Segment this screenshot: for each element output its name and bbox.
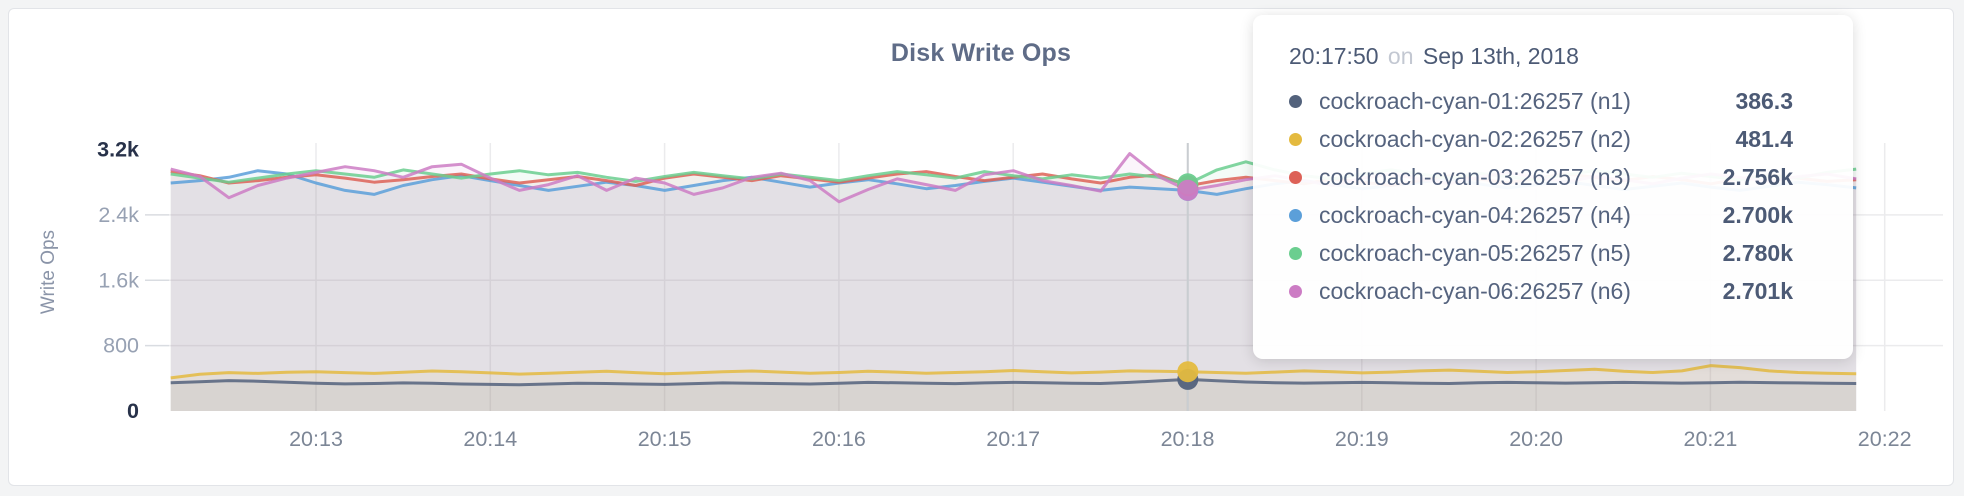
x-tick-label: 20:22 [1858, 427, 1912, 451]
chart-card: Disk Write Ops Write Ops 20:13 20:14 20:15… [8, 8, 1954, 486]
series-color-dot [1289, 246, 1302, 260]
x-tick-label: 20:16 [812, 427, 866, 451]
tooltip-series-value: 2.701k [1722, 277, 1793, 304]
series-color-dot [1289, 284, 1302, 298]
tooltip-series-label: cockroach-cyan-05:26257 (n5) [1319, 239, 1631, 266]
y-tick-label: 1.6k [98, 268, 139, 292]
series-color-dot [1289, 132, 1302, 146]
y-tick-label: 0 [127, 399, 139, 423]
x-tick-label: 20:21 [1683, 427, 1737, 451]
series-line [170, 377, 1857, 387]
tooltip-series-label: cockroach-cyan-01:26257 (n1) [1319, 87, 1631, 114]
tooltip-series-label: cockroach-cyan-02:26257 (n2) [1319, 125, 1631, 152]
tooltip-series-row: cockroach-cyan-06:26257 (n6) 2.701k [1287, 272, 1819, 310]
y-tick-label: 3.2k [97, 138, 139, 162]
tooltip-series-row: cockroach-cyan-01:26257 (n1) 386.3 [1287, 82, 1819, 120]
series-area [170, 365, 1857, 411]
series-color-dot [1289, 208, 1302, 222]
tooltip-rows: cockroach-cyan-01:26257 (n1) 386.3 cockroa… [1287, 82, 1819, 310]
series-line [170, 364, 1857, 380]
hover-dots [1177, 173, 1199, 390]
series-color-dot [1289, 94, 1302, 108]
x-tick-label: 20:19 [1335, 427, 1389, 451]
tooltip-series-label: cockroach-cyan-03:26257 (n3) [1319, 163, 1631, 190]
y-axis-labels: 0 800 1.6k 2.4k 3.2k [97, 138, 139, 424]
y-tick-label: 2.4k [98, 203, 139, 227]
x-tick-label: 20:17 [986, 427, 1040, 451]
hover-dot [1177, 179, 1199, 201]
hover-tooltip: 20:17:50 on Sep 13th, 2018 cockroach-cya… [1253, 15, 1853, 359]
tooltip-series-value: 2.756k [1722, 163, 1793, 190]
x-tick-label: 20:18 [1161, 427, 1215, 451]
tooltip-series-value: 2.700k [1722, 201, 1793, 228]
tooltip-series-value: 386.3 [1735, 87, 1793, 114]
series-color-dot [1289, 170, 1302, 184]
x-axis-labels: 20:13 20:14 20:15 20:16 20:17 20:18 20:19 20:20… [289, 427, 1912, 451]
x-tick-label: 20:15 [638, 427, 692, 451]
tooltip-series-row: cockroach-cyan-05:26257 (n5) 2.780k [1287, 234, 1819, 272]
chart-title: Disk Write Ops [890, 39, 1072, 67]
tooltip-series-value: 481.4 [1735, 125, 1793, 152]
tooltip-time: 20:17:50 [1289, 43, 1379, 69]
tooltip-series-label: cockroach-cyan-04:26257 (n4) [1319, 201, 1631, 228]
tooltip-series-row: cockroach-cyan-03:26257 (n3) 2.756k [1287, 158, 1819, 196]
x-tick-label: 20:20 [1509, 427, 1563, 451]
y-tick-label: 800 [103, 334, 139, 358]
x-tick-label: 20:13 [289, 427, 343, 451]
tooltip-series-value: 2.780k [1722, 239, 1793, 266]
tooltip-series-label: cockroach-cyan-06:26257 (n6) [1319, 277, 1631, 304]
tooltip-header: 20:17:50 on Sep 13th, 2018 [1289, 43, 1819, 70]
x-tick-label: 20:14 [463, 427, 517, 451]
hover-dot [1177, 361, 1199, 383]
series-area [170, 379, 1857, 411]
tooltip-series-row: cockroach-cyan-02:26257 (n2) 481.4 [1287, 120, 1819, 158]
tooltip-date: Sep 13th, 2018 [1422, 43, 1579, 69]
tooltip-on-word: on [1387, 43, 1414, 69]
tooltip-series-row: cockroach-cyan-04:26257 (n4) 2.700k [1287, 196, 1819, 234]
